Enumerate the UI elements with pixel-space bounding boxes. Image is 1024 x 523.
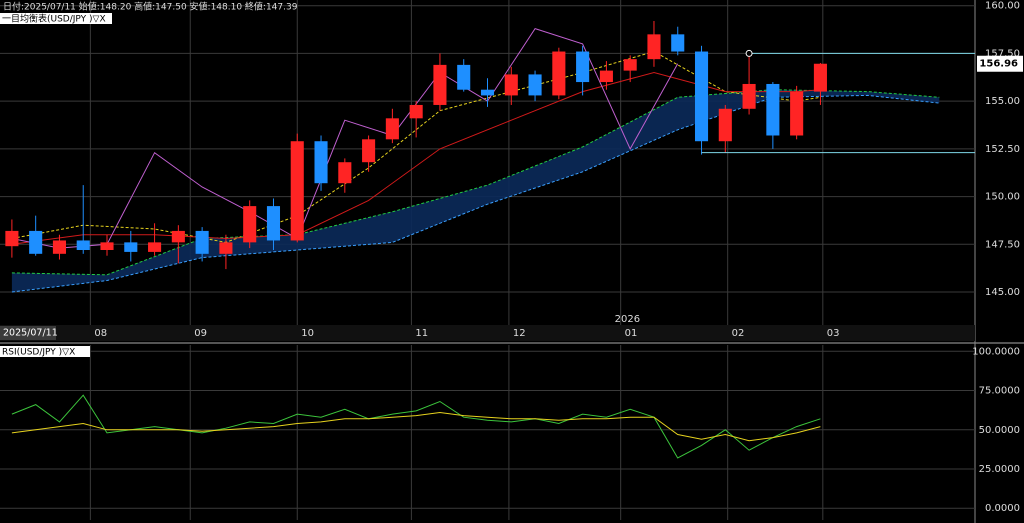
candle-body	[314, 141, 328, 184]
candle-body	[790, 91, 804, 136]
last-price-box	[977, 55, 1023, 72]
candle-body	[409, 104, 423, 119]
candle-body	[480, 89, 495, 96]
candle-body	[5, 230, 19, 247]
panel-label: RSI(USD/JPY )▽X	[2, 348, 75, 358]
x-tick-label: 03	[827, 328, 840, 339]
peak-marker	[745, 49, 753, 57]
header-info: 日付:2025/07/11 始値:148.20 高値:147.50 安値:148…	[3, 1, 298, 13]
candle-body	[266, 206, 281, 241]
candle-body	[694, 51, 709, 142]
start-date-bg	[0, 326, 56, 340]
candle-body	[766, 83, 780, 136]
y-tick-label: 25.0000	[979, 464, 1020, 475]
panel-label-bg	[0, 346, 90, 357]
start-date: 2025/07/11	[3, 328, 58, 339]
candle-body	[742, 83, 756, 109]
x-tick-label: 12	[513, 328, 526, 339]
rsi-line	[11, 394, 821, 459]
candle-body	[100, 242, 114, 250]
x-tick-label: 08	[94, 328, 107, 339]
span-a	[11, 89, 940, 276]
candle-body	[599, 70, 613, 83]
x-tick-label: 09	[194, 328, 207, 339]
y-tick-label: 147.50	[985, 239, 1020, 250]
candle-body	[671, 34, 685, 52]
panel-label-bg	[0, 13, 112, 24]
candle-body	[528, 74, 542, 96]
y-tick-label: 150.00	[985, 192, 1020, 203]
candle-body	[718, 108, 732, 142]
panel-label: 一目均衡表(USD/JPY )▽X	[2, 13, 106, 25]
y-tick-label: 100.0000	[972, 346, 1020, 357]
y-tick-label: 152.50	[985, 144, 1020, 155]
indicator-line	[11, 50, 821, 243]
candle-body	[29, 230, 43, 254]
last-price-label: 156.96	[979, 59, 1018, 70]
y-tick-label: 0.0000	[985, 503, 1020, 514]
candle-body	[124, 242, 138, 252]
y-tick-label: 160.00	[985, 1, 1020, 12]
candle-body	[576, 51, 590, 83]
candle-body	[243, 206, 257, 243]
candle-body	[219, 242, 233, 254]
candle-body	[290, 141, 304, 241]
y-tick-label: 145.00	[985, 287, 1020, 298]
candle-body	[647, 34, 661, 60]
candle-body	[813, 63, 827, 92]
x-tick-label: 02	[732, 328, 745, 339]
y-tick-label: 50.0000	[979, 425, 1020, 436]
candle-body	[457, 64, 471, 90]
x-tick-label: 01	[625, 328, 638, 339]
x-axis-strip	[0, 325, 975, 341]
x-tick-label: 10	[301, 328, 314, 339]
candle-body	[171, 230, 185, 243]
candle-body	[195, 230, 209, 254]
candle-body	[623, 59, 637, 71]
candle-body	[433, 64, 447, 105]
y-tick-label: 157.50	[985, 48, 1020, 59]
candle-body	[76, 240, 90, 250]
y-tick-label: 155.00	[985, 96, 1020, 107]
year-label: 2026	[615, 314, 640, 325]
candle-body	[362, 139, 376, 163]
y-tick-label: 75.0000	[979, 386, 1020, 397]
candle-body	[552, 51, 566, 96]
candle-body	[338, 162, 352, 184]
candle-body	[385, 118, 399, 140]
indicator-line	[11, 28, 679, 249]
candle-body	[52, 240, 66, 254]
rsi-line	[11, 411, 821, 442]
candle-body	[148, 242, 162, 252]
span-b	[11, 94, 940, 293]
x-tick-label: 11	[415, 328, 428, 339]
candle-body	[504, 74, 518, 96]
